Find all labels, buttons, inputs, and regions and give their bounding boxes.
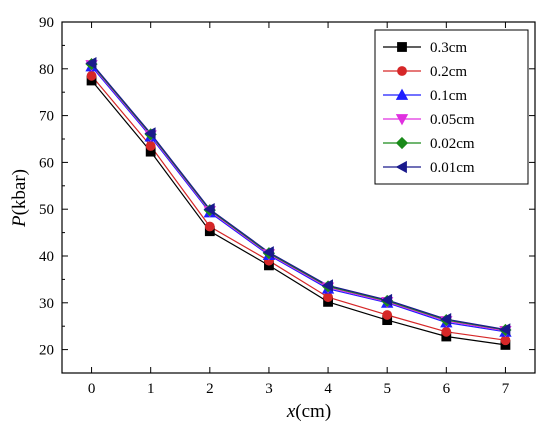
series-line-0.1cm (91, 66, 506, 333)
data-point-0.01cm (499, 323, 511, 336)
legend: 0.3cm 0.2cm 0.1cm 0.05cm 0.02cm 0.01cm (374, 29, 529, 185)
series-line-0.01cm (91, 62, 506, 331)
x-tick-label: 4 (324, 381, 332, 397)
x-tick-label: 0 (88, 381, 96, 397)
legend-label: 0.05cm (430, 112, 475, 128)
data-point-0.01cm (380, 293, 393, 307)
data-point-0.2cm (323, 292, 333, 303)
axis-ticks: 0 1 2 3 4 5 6 7 20 30 40 50 60 70 80 90 (39, 15, 535, 397)
y-tick-label: 90 (39, 15, 54, 31)
x-axis-title: x(cm) (286, 401, 331, 422)
data-point-0.2cm (382, 310, 393, 320)
legend-marker (395, 114, 409, 126)
x-tick-label: 1 (147, 381, 155, 397)
y-tick-label: 40 (39, 249, 54, 265)
legend-box (374, 29, 529, 185)
series-line-0.2cm (91, 75, 506, 341)
legend-marker (395, 136, 409, 150)
x-tick-label: 2 (206, 381, 214, 397)
legend-label: 0.01cm (430, 160, 475, 176)
data-point-0.2cm (145, 141, 156, 151)
y-tick-label: 70 (39, 109, 54, 125)
x-tick-label: 5 (383, 381, 391, 397)
y-axis-title: P(kbar) (9, 169, 30, 228)
legend-label: 0.02cm (430, 136, 475, 152)
series-line-0.3cm (91, 80, 506, 346)
legend-marker (395, 88, 409, 100)
x-tick-label: 6 (443, 381, 451, 397)
legend-marker (397, 66, 407, 76)
y-tick-label: 30 (39, 296, 54, 312)
y-tick-label: 80 (39, 62, 54, 78)
data-point-0.01cm (85, 57, 97, 70)
data-point-0.2cm (86, 70, 97, 81)
legend-label: 0.1cm (430, 88, 467, 104)
series-markers (85, 57, 512, 350)
legend-label: 0.2cm (430, 64, 467, 80)
series-lines (91, 62, 506, 346)
x-tick-label: 7 (502, 381, 510, 397)
data-point-0.2cm (204, 221, 215, 232)
legend-label: 0.3cm (430, 40, 467, 56)
legend-marker (397, 42, 407, 52)
data-point-0.01cm (439, 313, 452, 326)
y-tick-label: 20 (39, 343, 54, 359)
data-point-0.01cm (262, 246, 274, 259)
x-tick-label: 3 (265, 381, 273, 397)
data-point-0.2cm (441, 326, 452, 337)
data-point-0.01cm (144, 127, 156, 140)
data-point-0.01cm (321, 279, 333, 292)
series-line-0.05cm (91, 64, 506, 332)
y-tick-label: 60 (39, 155, 54, 171)
plot-frame (61, 21, 536, 374)
legend-marker (395, 160, 407, 174)
data-point-0.01cm (203, 203, 215, 216)
y-tick-label: 50 (39, 202, 54, 218)
